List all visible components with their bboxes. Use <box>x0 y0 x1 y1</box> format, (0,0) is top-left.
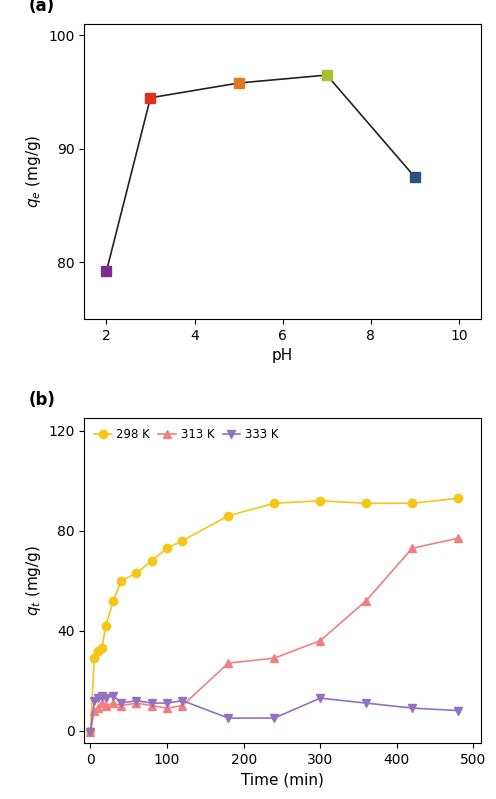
313 K <box>99 698 105 708</box>
313 K <box>95 703 101 713</box>
313 K <box>271 654 277 663</box>
298 K <box>87 725 93 735</box>
298 K <box>409 499 415 508</box>
298 K <box>133 568 139 578</box>
313 K <box>180 701 186 710</box>
333 K <box>180 696 186 706</box>
298 K <box>95 646 101 655</box>
313 K <box>409 543 415 553</box>
Legend: 298 K, 313 K, 333 K: 298 K, 313 K, 333 K <box>90 424 282 444</box>
X-axis label: Time (min): Time (min) <box>241 773 324 787</box>
Line: 313 K: 313 K <box>86 534 462 736</box>
333 K <box>103 694 109 703</box>
Y-axis label: $q_e$ (mg/g): $q_e$ (mg/g) <box>24 135 43 209</box>
333 K <box>363 698 369 708</box>
298 K <box>99 643 105 653</box>
333 K <box>111 691 117 701</box>
333 K <box>149 698 155 708</box>
298 K <box>111 596 117 606</box>
333 K <box>225 714 231 723</box>
313 K <box>149 701 155 710</box>
298 K <box>225 511 231 521</box>
X-axis label: pH: pH <box>272 348 293 364</box>
333 K <box>271 714 277 723</box>
333 K <box>409 703 415 713</box>
333 K <box>118 698 124 708</box>
333 K <box>164 698 170 708</box>
Y-axis label: $q_t$ (mg/g): $q_t$ (mg/g) <box>24 545 43 616</box>
298 K <box>363 499 369 508</box>
313 K <box>317 636 323 646</box>
Line: 298 K: 298 K <box>86 494 462 735</box>
333 K <box>95 694 101 703</box>
298 K <box>91 654 97 663</box>
333 K <box>91 696 97 706</box>
298 K <box>317 496 323 506</box>
313 K <box>111 698 117 708</box>
298 K <box>180 536 186 546</box>
Text: (a): (a) <box>29 0 55 15</box>
298 K <box>455 494 461 503</box>
Line: 333 K: 333 K <box>86 691 462 736</box>
298 K <box>164 543 170 553</box>
313 K <box>103 701 109 710</box>
313 K <box>363 596 369 606</box>
298 K <box>271 499 277 508</box>
313 K <box>118 701 124 710</box>
333 K <box>317 694 323 703</box>
333 K <box>87 727 93 737</box>
Text: (b): (b) <box>29 391 56 408</box>
333 K <box>99 691 105 701</box>
313 K <box>91 706 97 715</box>
313 K <box>164 703 170 713</box>
333 K <box>455 706 461 715</box>
313 K <box>455 534 461 543</box>
333 K <box>133 696 139 706</box>
298 K <box>149 556 155 566</box>
313 K <box>87 727 93 737</box>
313 K <box>133 698 139 708</box>
298 K <box>118 576 124 586</box>
298 K <box>103 621 109 630</box>
313 K <box>225 658 231 668</box>
